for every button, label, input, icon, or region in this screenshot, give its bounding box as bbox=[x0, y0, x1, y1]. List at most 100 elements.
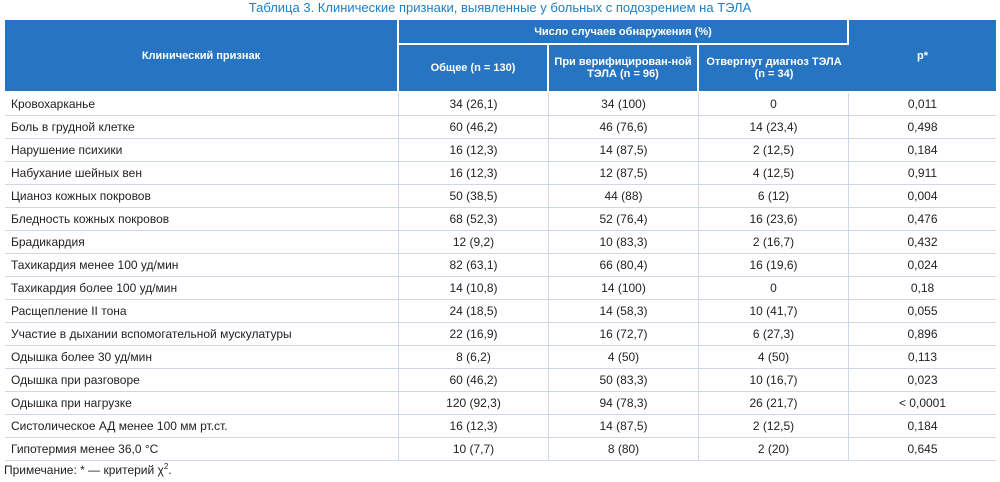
cell-p: 0,645 bbox=[849, 438, 996, 461]
cell-verified: 10 (83,3) bbox=[549, 231, 699, 254]
table-row: Систолическое АД менее 100 мм рт.ст. 16 (… bbox=[5, 415, 996, 438]
note-end: . bbox=[168, 463, 172, 477]
cell-p: 0,024 bbox=[849, 254, 996, 277]
cell-p: 0,004 bbox=[849, 185, 996, 208]
cell-total: 22 (16,9) bbox=[399, 323, 549, 346]
cell-verified: 14 (100) bbox=[549, 277, 699, 300]
cell-total: 120 (92,3) bbox=[399, 392, 549, 415]
cell-total: 50 (38,5) bbox=[399, 185, 549, 208]
cell-sign: Одышка более 30 уд/мин bbox=[5, 346, 399, 369]
cell-sign: Кровохарканье bbox=[5, 93, 399, 116]
cell-rejected: 2 (12,5) bbox=[699, 415, 849, 438]
table-row: Одышка при нагрузке 120 (92,3) 94 (78,3) 26… bbox=[5, 392, 996, 415]
cell-total: 12 (9,2) bbox=[399, 231, 549, 254]
cell-verified: 8 (80) bbox=[549, 438, 699, 461]
cell-verified: 4 (50) bbox=[549, 346, 699, 369]
cell-p: 0,498 bbox=[849, 116, 996, 139]
cell-p: 0,184 bbox=[849, 139, 996, 162]
cell-verified: 44 (88) bbox=[549, 185, 699, 208]
note-sup: 2 bbox=[163, 462, 169, 471]
cell-total: 16 (12,3) bbox=[399, 415, 549, 438]
cell-sign: Тахикардия менее 100 уд/мин bbox=[5, 254, 399, 277]
cell-verified: 16 (72,7) bbox=[549, 323, 699, 346]
header-verified: При верифицирован-ной ТЭЛА (n = 96) bbox=[549, 45, 699, 93]
cell-sign: Одышка при разговоре bbox=[5, 369, 399, 392]
cell-p: 0,011 bbox=[849, 93, 996, 116]
cell-p: < 0,0001 bbox=[849, 392, 996, 415]
cell-p: 0,184 bbox=[849, 415, 996, 438]
note-text: Примечание: * — критерий χ bbox=[4, 463, 164, 477]
table-row: Боль в грудной клетке 60 (46,2) 46 (76,6) 1… bbox=[5, 116, 996, 139]
cell-sign: Гипотермия менее 36,0 °С bbox=[5, 438, 399, 461]
header-sign: Клинический признак bbox=[5, 20, 399, 93]
table-row: Одышка при разговоре 60 (46,2) 50 (83,3) 10… bbox=[5, 369, 996, 392]
table-note: Примечание: * — критерий χ2. bbox=[4, 462, 172, 478]
table-caption: Таблица 3. Клинические признаки, выявлен… bbox=[248, 0, 752, 15]
table-row: Расщепление II тона 24 (18,5) 14 (58,3) 10 … bbox=[5, 300, 996, 323]
cell-rejected: 2 (20) bbox=[699, 438, 849, 461]
cell-sign: Участие в дыхании вспомогательной мускул… bbox=[5, 323, 399, 346]
cell-verified: 94 (78,3) bbox=[549, 392, 699, 415]
cell-verified: 50 (83,3) bbox=[549, 369, 699, 392]
cell-verified: 14 (58,3) bbox=[549, 300, 699, 323]
cell-sign: Систолическое АД менее 100 мм рт.ст. bbox=[5, 415, 399, 438]
cell-verified: 34 (100) bbox=[549, 93, 699, 116]
cell-rejected: 2 (16,7) bbox=[699, 231, 849, 254]
cell-p: 0,432 bbox=[849, 231, 996, 254]
cell-rejected: 16 (19,6) bbox=[699, 254, 849, 277]
table-row: Нарушение психики 16 (12,3) 14 (87,5) 2 (12… bbox=[5, 139, 996, 162]
cell-total: 8 (6,2) bbox=[399, 346, 549, 369]
table-row: Тахикардия менее 100 уд/мин 82 (63,1) 66 (… bbox=[5, 254, 996, 277]
cell-verified: 12 (87,5) bbox=[549, 162, 699, 185]
cell-verified: 14 (87,5) bbox=[549, 415, 699, 438]
cell-p: 0,18 bbox=[849, 277, 996, 300]
table-row: Набухание шейных вен 16 (12,3) 12 (87,5) 4 … bbox=[5, 162, 996, 185]
table-row: Одышка более 30 уд/мин 8 (6,2) 4 (50) 4 (50… bbox=[5, 346, 996, 369]
cell-sign: Набухание шейных вен bbox=[5, 162, 399, 185]
cell-sign: Боль в грудной клетке bbox=[5, 116, 399, 139]
table-row: Кровохарканье 34 (26,1) 34 (100) 0 0,011 bbox=[5, 93, 996, 116]
cell-rejected: 10 (41,7) bbox=[699, 300, 849, 323]
cell-verified: 46 (76,6) bbox=[549, 116, 699, 139]
cell-sign: Брадикардия bbox=[5, 231, 399, 254]
cell-rejected: 0 bbox=[699, 93, 849, 116]
cell-rejected: 26 (21,7) bbox=[699, 392, 849, 415]
cell-verified: 14 (87,5) bbox=[549, 139, 699, 162]
cell-rejected: 6 (27,3) bbox=[699, 323, 849, 346]
cell-p: 0,911 bbox=[849, 162, 996, 185]
table-row: Тахикардия более 100 уд/мин 14 (10,8) 14 (… bbox=[5, 277, 996, 300]
cell-rejected: 6 (12) bbox=[699, 185, 849, 208]
cell-p: 0,896 bbox=[849, 323, 996, 346]
cell-rejected: 0 bbox=[699, 277, 849, 300]
table-row: Брадикардия 12 (9,2) 10 (83,3) 2 (16,7) 0,43… bbox=[5, 231, 996, 254]
table-row: Бледность кожных покровов 68 (52,3) 52 (76… bbox=[5, 208, 996, 231]
table-row: Гипотермия менее 36,0 °С 10 (7,7) 8 (80) 2 … bbox=[5, 438, 996, 461]
cell-total: 16 (12,3) bbox=[399, 162, 549, 185]
cell-total: 60 (46,2) bbox=[399, 116, 549, 139]
header-p: p* bbox=[849, 20, 996, 93]
cell-sign: Тахикардия более 100 уд/мин bbox=[5, 277, 399, 300]
cell-rejected: 4 (50) bbox=[699, 346, 849, 369]
cell-total: 10 (7,7) bbox=[399, 438, 549, 461]
cell-rejected: 4 (12,5) bbox=[699, 162, 849, 185]
header-rejected: Отвергнут диагноз ТЭЛА (n = 34) bbox=[699, 45, 849, 93]
cell-p: 0,055 bbox=[849, 300, 996, 323]
cell-sign: Одышка при нагрузке bbox=[5, 392, 399, 415]
cell-sign: Расщепление II тона bbox=[5, 300, 399, 323]
cell-total: 16 (12,3) bbox=[399, 139, 549, 162]
clinical-signs-table: Клинический признак Число случаев обнару… bbox=[5, 20, 996, 461]
table-body: Кровохарканье 34 (26,1) 34 (100) 0 0,011 Боль… bbox=[5, 93, 996, 461]
cell-sign: Цианоз кожных покровов bbox=[5, 185, 399, 208]
cell-total: 68 (52,3) bbox=[399, 208, 549, 231]
cell-sign: Бледность кожных покровов bbox=[5, 208, 399, 231]
cell-rejected: 16 (23,6) bbox=[699, 208, 849, 231]
cell-total: 14 (10,8) bbox=[399, 277, 549, 300]
cell-p: 0,113 bbox=[849, 346, 996, 369]
table-row: Цианоз кожных покровов 50 (38,5) 44 (88) 6 … bbox=[5, 185, 996, 208]
cell-verified: 52 (76,4) bbox=[549, 208, 699, 231]
header-total: Общее (n = 130) bbox=[399, 45, 549, 93]
header-cases-group: Число случаев обнаружения (%) bbox=[399, 20, 849, 45]
cell-total: 60 (46,2) bbox=[399, 369, 549, 392]
cell-p: 0,023 bbox=[849, 369, 996, 392]
